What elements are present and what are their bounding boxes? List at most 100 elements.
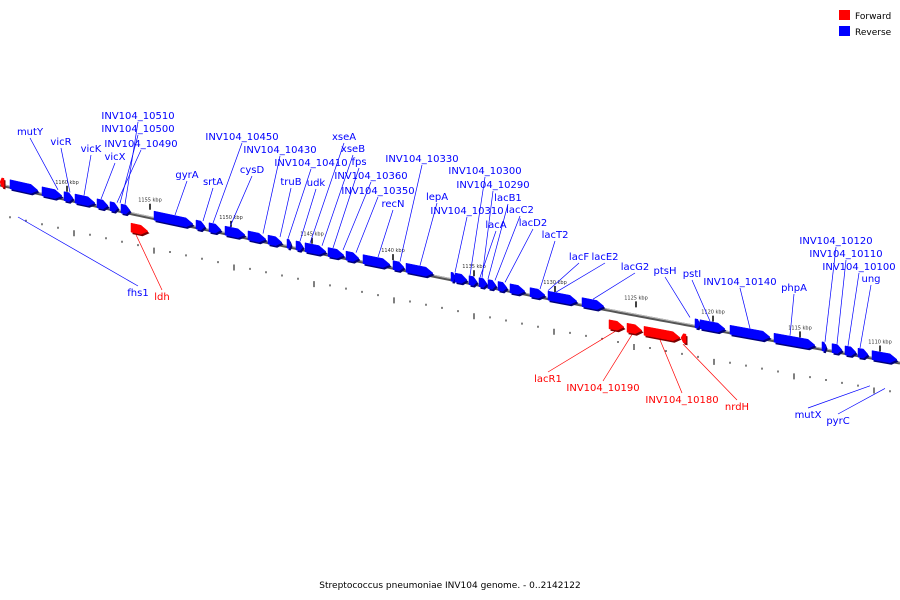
gene-reverse-1[interactable] (41, 186, 63, 199)
gene-label-inv104-10490[interactable]: INV104_10490 (104, 139, 177, 150)
gene-label-vicr[interactable]: vicR (50, 137, 71, 148)
gene-reverse-22[interactable] (454, 272, 468, 284)
gene-label-lact2[interactable]: lacT2 (542, 230, 569, 241)
gene-label-inv104-10120[interactable]: INV104_10120 (799, 236, 872, 247)
leader-line-inv104-10190 (602, 334, 633, 382)
gene-label-ldh[interactable]: ldh (154, 292, 169, 303)
gene-label-fps[interactable]: fps (351, 157, 366, 168)
gene-reverse-5[interactable] (109, 201, 119, 212)
gene-label-inv104-10310[interactable]: INV104_10310 (430, 206, 503, 217)
gene-reverse-27[interactable] (509, 283, 526, 295)
gene-label-inv104-10510[interactable]: INV104_10510 (101, 111, 174, 122)
gene-reverse-13[interactable] (286, 238, 292, 249)
gene-label-srta[interactable]: srtA (203, 177, 223, 188)
gene-reverse-3[interactable] (74, 193, 96, 207)
gene-label-inv104-10430[interactable]: INV104_10430 (243, 145, 316, 156)
gene-label-mutx[interactable]: mutX (795, 410, 822, 421)
gene-label-lacb1[interactable]: lacB1 (494, 193, 522, 204)
gene-label-inv104-10100[interactable]: INV104_10100 (822, 262, 895, 273)
gene-label-ptsh[interactable]: ptsH (654, 266, 677, 277)
gene-label-lacc2[interactable]: lacC2 (506, 205, 534, 216)
gene-forward-inv104-10190[interactable] (626, 322, 643, 334)
gene-reverse-6[interactable] (120, 203, 131, 215)
gene-label-recn[interactable]: recN (381, 199, 404, 210)
gene-label-lace2[interactable]: lacE2 (591, 252, 618, 263)
gene-reverse-0[interactable] (9, 179, 39, 194)
gene-label-udk[interactable]: udk (307, 178, 326, 189)
gene-label-lacf[interactable]: lacF (569, 252, 589, 263)
gene-label-inv104-10110[interactable]: INV104_10110 (809, 249, 882, 260)
gene-label-inv104-10450[interactable]: INV104_10450 (205, 132, 278, 143)
gene-forward-lacr1[interactable] (608, 319, 625, 331)
gene-label-muty[interactable]: mutY (17, 127, 44, 138)
gene-label-inv104-10190[interactable]: INV104_10190 (566, 383, 639, 394)
gene-label-phpa[interactable]: phpA (781, 283, 807, 294)
gene-label-xsea[interactable]: xseA (332, 132, 356, 143)
gene-label-vick[interactable]: vicK (81, 144, 102, 155)
gene-forward-nrdh[interactable] (680, 333, 687, 344)
gene-label-inv104-10180[interactable]: INV104_10180 (645, 395, 718, 406)
gene-reverse-23[interactable] (468, 275, 478, 286)
gene-label-inv104-10300[interactable]: INV104_10300 (448, 166, 521, 177)
gene-label-nrdh[interactable]: nrdH (725, 402, 749, 413)
gene-label-lacd2[interactable]: lacD2 (519, 218, 547, 229)
gene-label-cysd[interactable]: cysD (240, 165, 265, 176)
gene-label-psti[interactable]: pstI (683, 269, 701, 280)
gene-reverse-12[interactable] (267, 234, 283, 246)
gene-forward-edge[interactable] (0, 177, 5, 188)
gene-reverse-19[interactable] (392, 260, 405, 272)
gene-reverse-25[interactable] (487, 279, 497, 290)
gene-reverse-7[interactable] (153, 210, 194, 228)
gene-reverse-9[interactable] (208, 222, 222, 234)
gene-label-lepa[interactable]: lepA (426, 192, 448, 203)
gene-label-trub[interactable]: truB (280, 177, 301, 188)
gene-reverse-31[interactable] (694, 318, 701, 329)
gene-reverse-14[interactable] (295, 240, 304, 251)
gene-label-inv104-10330[interactable]: INV104_10330 (385, 154, 458, 165)
gene-label-inv104-10140[interactable]: INV104_10140 (703, 277, 776, 288)
gene-label-inv104-10350[interactable]: INV104_10350 (341, 186, 414, 197)
gene-reverse-32[interactable] (699, 319, 726, 333)
gene-forward-ldh[interactable] (130, 222, 149, 235)
gene-reverse-29[interactable] (547, 290, 578, 305)
gene-label-inv104-10290[interactable]: INV104_10290 (456, 180, 529, 191)
gene-reverse-11[interactable] (247, 230, 267, 243)
gene-label-pyrc[interactable]: pyrC (826, 416, 849, 427)
gene-reverse-16[interactable] (327, 247, 345, 259)
gene-reverse-38[interactable] (857, 347, 869, 359)
gene-reverse-2[interactable] (63, 191, 74, 202)
gene-forward-inv104-10180[interactable] (643, 325, 681, 341)
gene-label-xseb[interactable]: xseB (341, 144, 365, 155)
gene-label-laca[interactable]: lacA (485, 220, 506, 231)
gene-reverse-39[interactable] (871, 350, 898, 364)
gene-reverse-17[interactable] (345, 250, 360, 262)
gene-label-vicx[interactable]: vicX (104, 152, 125, 163)
gene-reverse-33[interactable] (729, 324, 771, 341)
gene-reverse-18[interactable] (362, 254, 391, 268)
gene-reverse-24[interactable] (478, 277, 488, 288)
gene-label-inv104-10500[interactable]: INV104_10500 (101, 124, 174, 135)
gene-reverse-15[interactable] (304, 242, 327, 255)
gene-label-lacg2[interactable]: lacG2 (621, 262, 650, 273)
gene-label-fhs1[interactable]: fhs1 (127, 288, 148, 299)
gene-label-lacr1[interactable]: lacR1 (534, 374, 562, 385)
tick-label: 1145 kbp (300, 232, 324, 238)
gene-reverse-10[interactable] (224, 225, 246, 239)
gene-reverse-4[interactable] (96, 198, 109, 210)
gene-reverse-34[interactable] (773, 332, 816, 349)
gene-reverse-20[interactable] (405, 262, 434, 277)
gene-label-ung[interactable]: ung (861, 274, 880, 285)
leader-line-inv104-10500 (119, 134, 139, 204)
gene-reverse-35[interactable] (821, 341, 827, 352)
gene-label-inv104-10360[interactable]: INV104_10360 (334, 171, 407, 182)
legend-label-forward: Forward (855, 12, 891, 22)
gene-reverse-28[interactable] (529, 287, 546, 299)
gene-label-gyra[interactable]: gyrA (175, 170, 198, 181)
gene-reverse-30[interactable] (581, 297, 605, 310)
gene-reverse-21[interactable] (450, 271, 456, 282)
gene-label-inv104-10410[interactable]: INV104_10410 (274, 158, 347, 169)
gene-reverse-8[interactable] (195, 219, 206, 231)
gene-reverse-37[interactable] (844, 345, 857, 357)
gene-reverse-26[interactable] (497, 281, 508, 292)
gene-reverse-36[interactable] (831, 343, 843, 354)
